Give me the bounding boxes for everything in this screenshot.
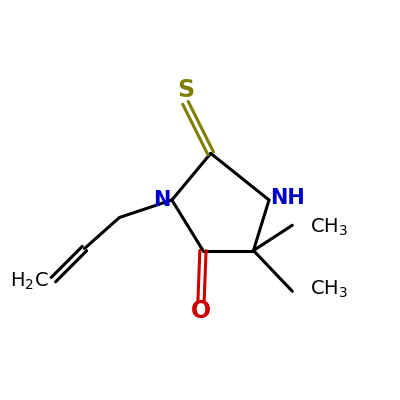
Text: CH$_3$: CH$_3$ <box>310 216 348 238</box>
Text: N: N <box>154 190 171 210</box>
Text: NH: NH <box>270 188 305 208</box>
Text: O: O <box>191 299 211 323</box>
Text: S: S <box>177 78 194 102</box>
Text: H$_2$C: H$_2$C <box>10 271 49 292</box>
Text: CH$_3$: CH$_3$ <box>310 279 348 300</box>
